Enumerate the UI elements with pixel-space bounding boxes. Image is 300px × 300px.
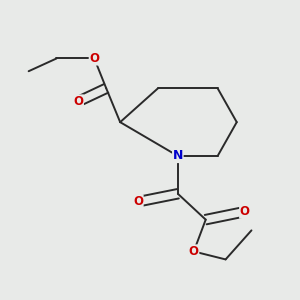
- Text: O: O: [74, 95, 83, 108]
- Text: N: N: [173, 149, 183, 163]
- Text: O: O: [189, 245, 199, 258]
- Text: O: O: [89, 52, 99, 65]
- Text: O: O: [240, 205, 250, 218]
- Text: O: O: [133, 195, 143, 208]
